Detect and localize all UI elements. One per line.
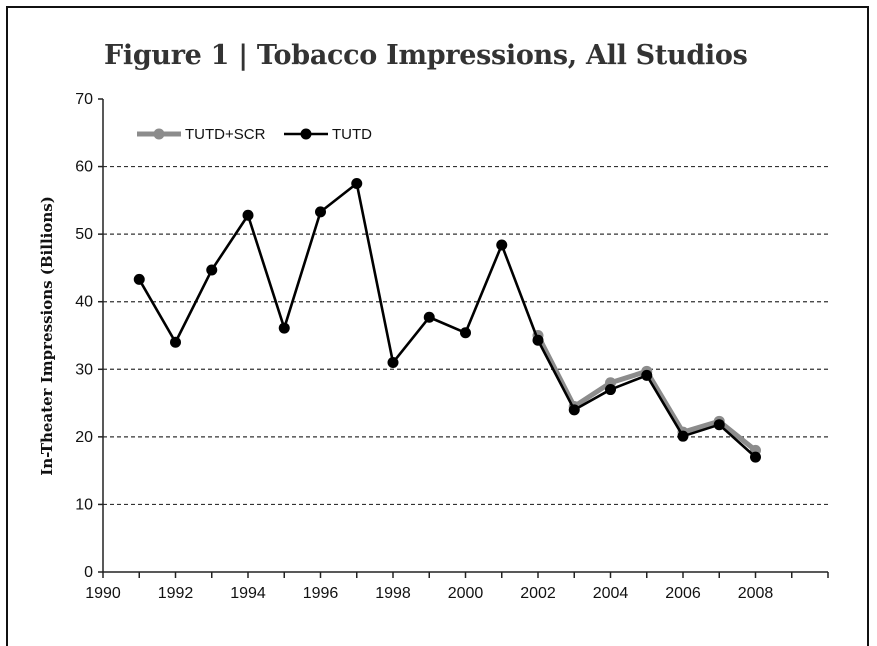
data-point-tutd-2003 <box>568 404 580 416</box>
legend-label-tutd-scr: TUTD+SCR <box>185 126 266 143</box>
data-point-tutd-1999 <box>423 311 435 323</box>
y-tick-label-50: 50 <box>75 226 93 243</box>
x-tick-label-1994: 1994 <box>230 585 266 602</box>
data-point-tutd-2008 <box>750 451 761 463</box>
tick-labels: 0 10 20 30 40 50 60 70 1990 1992 1994 1996 1998 2000 2… <box>75 91 773 602</box>
y-tick-label-60: 60 <box>75 159 93 176</box>
x-tick-label-2002: 2002 <box>520 585 556 602</box>
data-point-tutd-1998 <box>387 357 399 369</box>
data-point-tutd-1996 <box>315 206 326 218</box>
data-point-tutd-1993 <box>206 264 218 276</box>
legend-swatch-marker-tutd-scr <box>153 128 165 140</box>
x-tick-label-1998: 1998 <box>375 585 411 602</box>
data-point-tutd-1991 <box>133 273 145 285</box>
data-point-tutd-2007 <box>713 419 725 431</box>
chart-frame <box>6 6 869 646</box>
data-point-tutd-1994 <box>242 209 254 221</box>
y-tick-label-40: 40 <box>75 294 93 311</box>
x-tick-label-1996: 1996 <box>303 585 339 602</box>
legend-swatch-marker-tutd <box>300 128 312 140</box>
data-point-tutd-2000 <box>460 327 471 339</box>
data-point-tutd-2002 <box>532 334 544 346</box>
axes <box>98 98 829 578</box>
y-tick-label-70: 70 <box>75 91 93 108</box>
x-tick-label-1990: 1990 <box>85 585 121 602</box>
chart-title: Figure 1 | Tobacco Impressions, All Stud… <box>104 40 748 71</box>
y-tick-label-0: 0 <box>84 564 93 581</box>
data-point-tutd-2005 <box>641 369 653 381</box>
data-point-tutd-2004 <box>605 384 616 396</box>
data-point-tutd-1992 <box>170 336 181 348</box>
x-tick-label-2004: 2004 <box>593 585 629 602</box>
data-point-tutd-1997 <box>351 177 363 189</box>
series-line-tutd-scr <box>535 334 758 453</box>
y-tick-label-10: 10 <box>75 496 93 513</box>
y-tick-label-20: 20 <box>75 429 93 446</box>
series <box>133 177 761 463</box>
series-line-tutd <box>138 182 757 459</box>
y-tick-label-30: 30 <box>75 361 93 378</box>
data-point-tutd-1995 <box>278 322 290 334</box>
x-tick-label-1992: 1992 <box>158 585 194 602</box>
data-point-tutd-2006 <box>677 430 689 442</box>
legend: TUTD+SCR TUTD <box>137 126 372 143</box>
x-tick-label-2006: 2006 <box>665 585 701 602</box>
y-axis-label: In-Theater Impressions (Billions) <box>38 196 56 476</box>
data-point-tutd-2001 <box>496 239 508 251</box>
legend-label-tutd: TUTD <box>332 126 372 143</box>
x-tick-label-2008: 2008 <box>738 585 774 602</box>
grid-lines <box>103 165 828 506</box>
x-tick-label-2000: 2000 <box>448 585 484 602</box>
